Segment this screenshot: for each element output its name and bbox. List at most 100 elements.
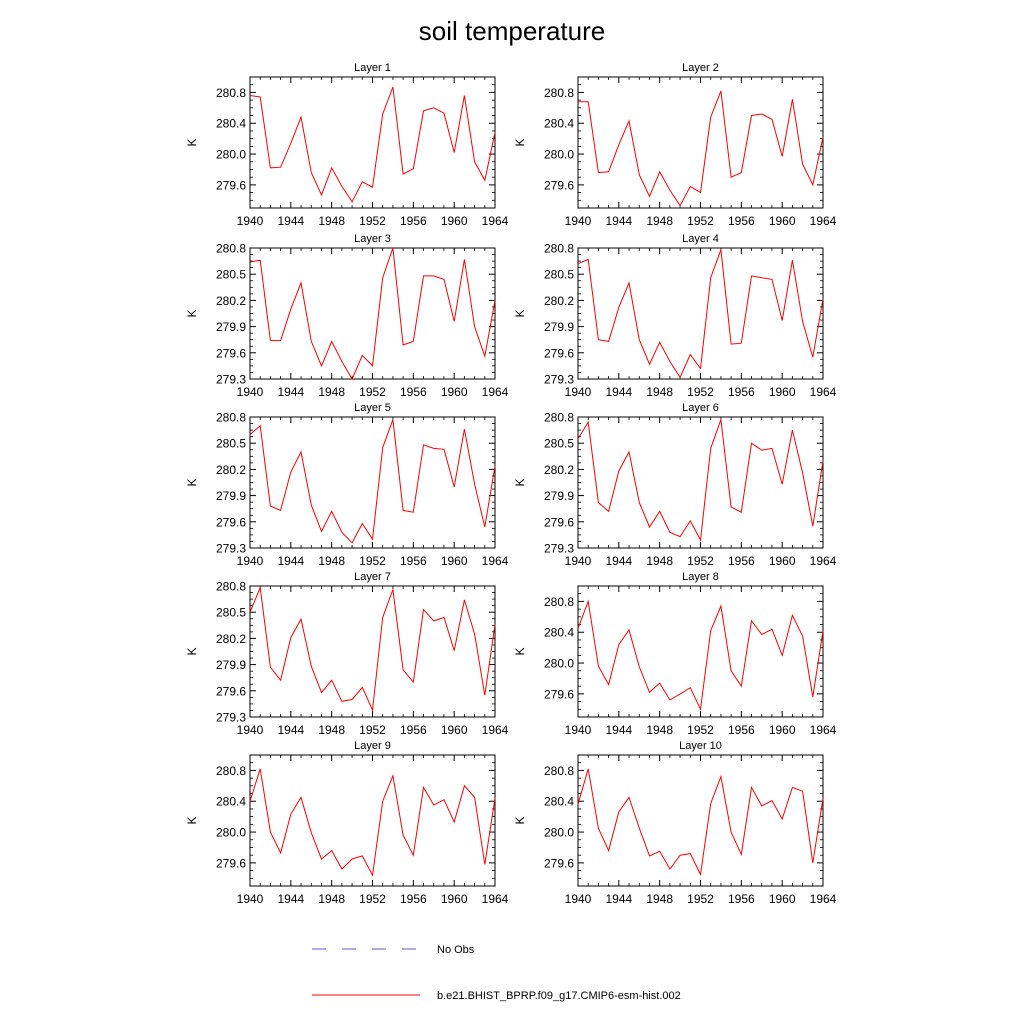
y-tick-label: 280.0 <box>216 148 246 162</box>
y-axis-label: K <box>185 138 199 146</box>
x-tick-label: 1960 <box>441 723 468 737</box>
series-line <box>577 249 824 379</box>
x-tick-label: 1944 <box>277 385 304 399</box>
x-tick-label: 1948 <box>318 723 345 737</box>
x-tick-label: 1956 <box>400 723 427 737</box>
y-tick-label: 279.6 <box>216 515 246 529</box>
y-tick-label: 280.4 <box>544 626 574 640</box>
y-axis-label: K <box>513 478 527 486</box>
y-tick-label: 279.3 <box>544 373 574 387</box>
panel-layer-6: 1940 1944 1948 1952 1956 1960 1964 279.3 279.6 27… <box>513 402 837 568</box>
x-tick-label: 1952 <box>687 723 714 737</box>
x-tick-label: 1948 <box>646 723 673 737</box>
panel-layer-4: 1940 1944 1948 1952 1956 1960 1964 279.3 279.6 27… <box>513 233 837 399</box>
x-tick-label: 1952 <box>687 214 714 228</box>
panel-title: Layer 5 <box>354 402 391 414</box>
y-tick-label: 280.2 <box>216 632 246 646</box>
series-line <box>249 86 496 203</box>
y-axis-label: K <box>185 647 199 655</box>
y-axis-label: K <box>513 816 527 824</box>
panel-layer-10: 1940 1944 1948 1952 1956 1960 1964 279.6 280.0 28… <box>513 740 837 906</box>
x-tick-label: 1952 <box>359 554 386 568</box>
y-tick-label: 279.9 <box>544 320 574 334</box>
x-tick-label: 1940 <box>565 214 592 228</box>
series-line <box>249 768 496 877</box>
panel-layer-7: 1940 1944 1948 1952 1956 1960 1964 279.3 279.6 27… <box>185 571 509 737</box>
plot-frame <box>577 416 824 549</box>
x-tick-label: 1952 <box>687 385 714 399</box>
x-tick-label: 1940 <box>237 554 264 568</box>
x-tick-label: 1960 <box>441 554 468 568</box>
x-tick-label: 1944 <box>605 723 632 737</box>
plot-frame <box>577 247 824 380</box>
plot-frame <box>249 247 496 380</box>
x-tick-label: 1948 <box>318 892 345 906</box>
y-tick-label: 280.5 <box>216 437 246 451</box>
x-tick-label: 1960 <box>441 214 468 228</box>
x-tick-label: 1944 <box>277 554 304 568</box>
y-tick-label: 280.8 <box>544 595 574 609</box>
x-tick-label: 1960 <box>441 385 468 399</box>
y-tick-label: 279.6 <box>544 856 574 870</box>
x-tick-label: 1944 <box>605 214 632 228</box>
y-tick-label: 279.6 <box>544 346 574 360</box>
y-tick-label: 279.9 <box>216 320 246 334</box>
y-tick-label: 280.8 <box>544 411 574 425</box>
y-tick-label: 279.3 <box>216 542 246 556</box>
x-tick-label: 1940 <box>237 723 264 737</box>
panel-title: Layer 7 <box>354 571 391 583</box>
y-tick-label: 279.6 <box>544 178 574 192</box>
x-tick-label: 1956 <box>728 214 755 228</box>
x-tick-label: 1964 <box>482 385 509 399</box>
x-tick-label: 1956 <box>400 385 427 399</box>
x-tick-label: 1948 <box>646 385 673 399</box>
y-tick-label: 280.0 <box>216 826 246 840</box>
legend-label-no-obs: No Obs <box>437 944 475 956</box>
x-tick-label: 1960 <box>769 892 796 906</box>
x-tick-label: 1956 <box>728 385 755 399</box>
x-tick-label: 1964 <box>482 214 509 228</box>
x-tick-label: 1956 <box>400 214 427 228</box>
panel-title: Layer 4 <box>682 233 719 245</box>
series-line <box>249 419 496 544</box>
x-tick-label: 1940 <box>237 892 264 906</box>
x-tick-label: 1952 <box>359 385 386 399</box>
series-line <box>249 585 496 712</box>
legend: No Obs b.e21.BHIST_BPRP.f09_g17.CMIP6-es… <box>312 944 681 1002</box>
chart-panels: 1940 1944 1948 1952 1956 1960 1964 279.6 280.0 28… <box>185 62 837 906</box>
x-tick-label: 1956 <box>400 554 427 568</box>
x-tick-label: 1960 <box>441 892 468 906</box>
figure-title: soil temperature <box>419 16 605 46</box>
x-tick-label: 1964 <box>810 723 837 737</box>
plot-frame <box>249 585 496 718</box>
x-tick-label: 1948 <box>646 214 673 228</box>
y-tick-label: 279.6 <box>544 687 574 701</box>
y-tick-label: 279.3 <box>216 373 246 387</box>
panel-title: Layer 10 <box>679 740 722 752</box>
x-tick-label: 1940 <box>565 892 592 906</box>
y-tick-label: 280.0 <box>544 657 574 671</box>
x-tick-label: 1944 <box>277 892 304 906</box>
y-tick-label: 280.2 <box>216 463 246 477</box>
y-tick-label: 279.6 <box>216 346 246 360</box>
series-line <box>249 247 496 381</box>
x-tick-label: 1948 <box>646 892 673 906</box>
y-tick-label: 280.5 <box>216 606 246 620</box>
x-tick-label: 1964 <box>810 385 837 399</box>
x-tick-label: 1940 <box>565 723 592 737</box>
x-tick-label: 1952 <box>359 892 386 906</box>
panel-layer-1: 1940 1944 1948 1952 1956 1960 1964 279.6 280.0 28… <box>185 62 509 228</box>
y-tick-label: 280.8 <box>544 242 574 256</box>
y-axis-label: K <box>185 478 199 486</box>
panel-title: Layer 2 <box>682 62 719 74</box>
y-tick-label: 280.5 <box>216 268 246 282</box>
x-tick-label: 1964 <box>482 892 509 906</box>
y-tick-label: 280.2 <box>544 463 574 477</box>
x-tick-label: 1944 <box>605 385 632 399</box>
x-tick-label: 1940 <box>565 554 592 568</box>
panel-layer-5: 1940 1944 1948 1952 1956 1960 1964 279.3 279.6 27… <box>185 402 509 568</box>
panel-title: Layer 3 <box>354 233 391 245</box>
y-tick-label: 280.2 <box>544 294 574 308</box>
x-tick-label: 1956 <box>728 554 755 568</box>
y-axis-label: K <box>513 647 527 655</box>
